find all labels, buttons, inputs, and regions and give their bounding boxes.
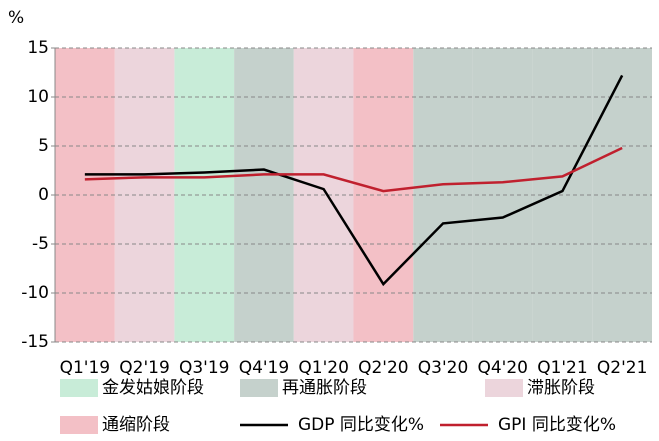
y-tick-label: 0 [38,185,49,205]
y-tick-label: -5 [32,234,49,254]
y-tick-label: -10 [21,283,49,303]
legend-label: 滞胀阶段 [527,378,595,398]
legend-label: GPI 同比变化% [498,415,616,435]
x-tick-label: Q2'21 [597,358,648,378]
y-tick-label: 5 [38,136,49,156]
legend-swatch [60,416,98,434]
legend-swatch [240,379,278,397]
legend-label: 金发姑娘阶段 [102,378,204,398]
x-tick-label: Q1'21 [537,358,588,378]
x-tick-label: Q1'20 [298,358,349,378]
legend-swatch [60,379,98,397]
series-line [84,74,624,287]
x-tick-label: Q2'20 [358,358,409,378]
regime-band [114,48,175,342]
regime-band [353,48,414,342]
y-tick-label: 15 [27,38,49,58]
y-tick-label: 10 [27,87,49,107]
x-tick-label: Q4'19 [239,358,290,378]
x-tick-label: Q3'19 [179,358,230,378]
series-line [84,146,623,193]
x-tick-label: Q1'19 [60,358,111,378]
y-tick-label: -15 [21,332,49,352]
x-tick-label: Q4'20 [477,358,528,378]
legend-label: GDP 同比变化% [298,415,424,435]
x-tick-label: Q3'20 [418,358,469,378]
regime-band [472,48,533,342]
legend-label: 再通胀阶段 [282,378,367,398]
legend-swatch [485,379,523,397]
y-axis-label: % [8,8,24,28]
legend-label: 通缩阶段 [102,415,170,435]
x-tick-label: Q2'19 [119,358,170,378]
regime-band [234,48,294,342]
